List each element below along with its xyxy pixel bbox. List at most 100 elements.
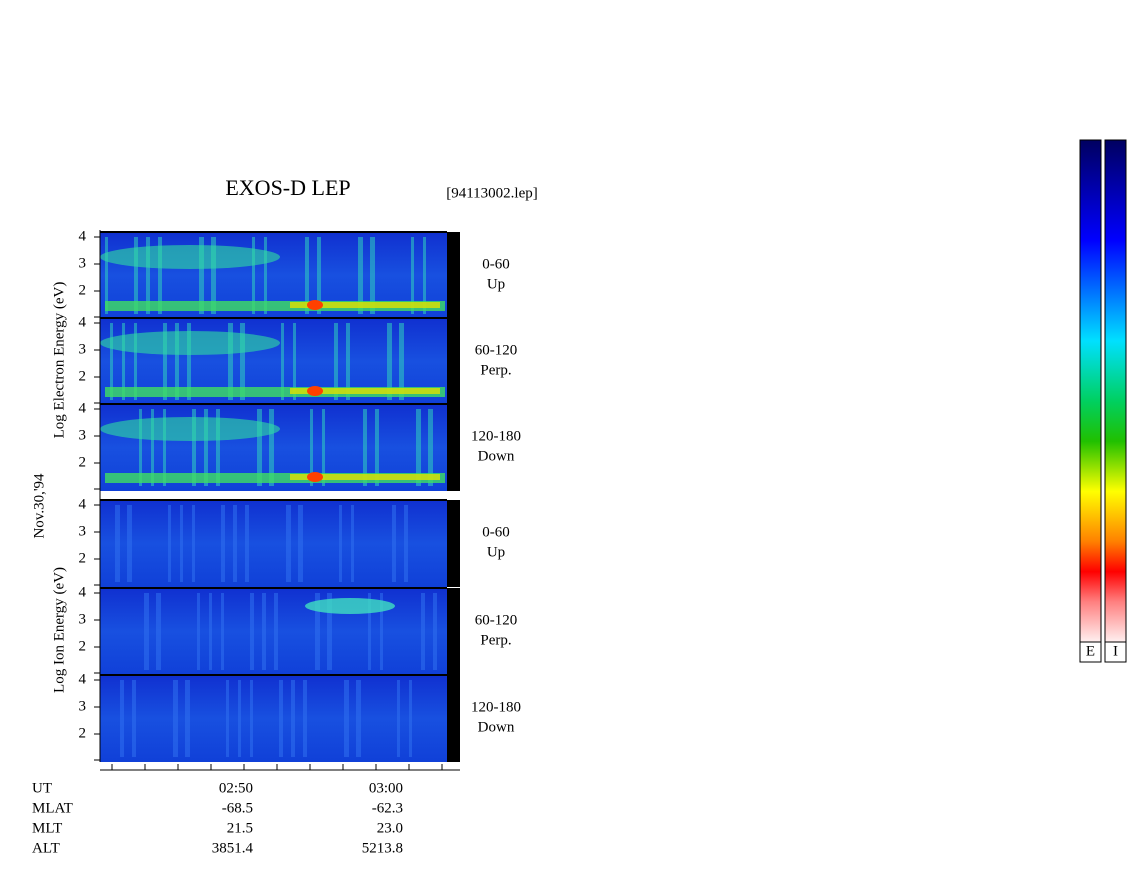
texture [175,323,179,400]
spectrogram-texture [144,593,437,670]
y-tick-label: 4 [79,228,87,244]
texture [315,593,320,670]
texture [404,505,408,582]
texture [387,323,392,400]
texture [115,505,120,582]
texture [428,409,433,486]
orbit-value: 21.5 [227,820,253,836]
color-bar-box [1104,641,1127,663]
texture [226,680,229,757]
y-tick-label: 3 [79,698,87,714]
texture [262,593,266,670]
texture [209,593,212,670]
date: Nov.30,'94 [31,473,47,539]
texture [281,323,284,400]
color-bar-label: E [1086,643,1095,659]
texture [199,237,204,314]
texture [433,593,437,670]
texture [158,237,162,314]
spectrogram-texture [120,680,412,757]
texture [163,409,166,486]
band [307,386,323,396]
texture [370,237,375,314]
texture [358,237,363,314]
blank-strip [447,675,460,762]
band [105,473,445,483]
color-bar-label: I [1113,643,1118,659]
texture [257,409,262,486]
pitch-angle: 0-60 [482,524,510,540]
texture [310,409,313,486]
band [305,598,395,614]
texture [185,680,190,757]
texture [298,505,303,582]
texture [421,593,425,670]
texture [216,409,220,486]
y-tick-label: 4 [79,314,87,330]
direction: Up [487,544,505,560]
texture [163,323,167,400]
texture [221,593,224,670]
orbit-value: 23.0 [377,820,403,836]
texture [250,593,254,670]
band [100,245,280,269]
texture [368,593,371,670]
row-label: MLAT [32,800,73,816]
texture [134,323,137,400]
texture [339,505,342,582]
texture [192,505,195,582]
band [105,301,445,311]
texture [392,505,396,582]
band [290,302,440,308]
row-label: MLT [32,820,62,836]
y-tick-label: 4 [79,496,87,512]
y-tick-label: 2 [79,368,87,384]
spectrogram [100,588,447,675]
y-tick-label: 2 [79,454,87,470]
texture [264,237,267,314]
texture [146,237,150,314]
color-bar [1104,139,1127,643]
blank-strip [447,232,460,319]
pitch-angle: 60-120 [475,612,518,628]
texture [168,505,171,582]
spectrogram [100,500,447,587]
spectrogram-texture [110,323,404,400]
texture [156,593,161,670]
direction: Down [478,719,515,735]
texture [423,237,426,314]
texture [139,409,142,486]
texture [110,323,113,400]
orbit-value: -68.5 [222,800,253,816]
texture [286,505,291,582]
band [100,417,280,441]
texture [134,237,138,314]
texture [132,680,136,757]
texture [334,323,338,400]
color-bar [1079,139,1102,643]
pitch-angle: 120-180 [471,428,521,444]
spectrogram [100,675,447,762]
texture [380,593,383,670]
direction: Down [478,448,515,464]
texture [120,680,124,757]
y-tick-label: 3 [79,341,87,357]
band [290,474,440,480]
pitch-angle: 120-180 [471,699,521,715]
texture [274,593,278,670]
direction: Perp. [480,632,511,648]
texture [221,505,225,582]
texture [204,409,208,486]
y-tick-label: 3 [79,523,87,539]
spectrogram-texture [115,505,408,582]
y-tick-label: 3 [79,427,87,443]
orbit-value: 02:50 [219,780,253,796]
texture [322,409,325,486]
direction: Perp. [480,362,511,378]
texture [269,409,274,486]
texture [327,593,332,670]
texture [351,505,354,582]
texture [127,505,132,582]
texture [105,237,108,314]
